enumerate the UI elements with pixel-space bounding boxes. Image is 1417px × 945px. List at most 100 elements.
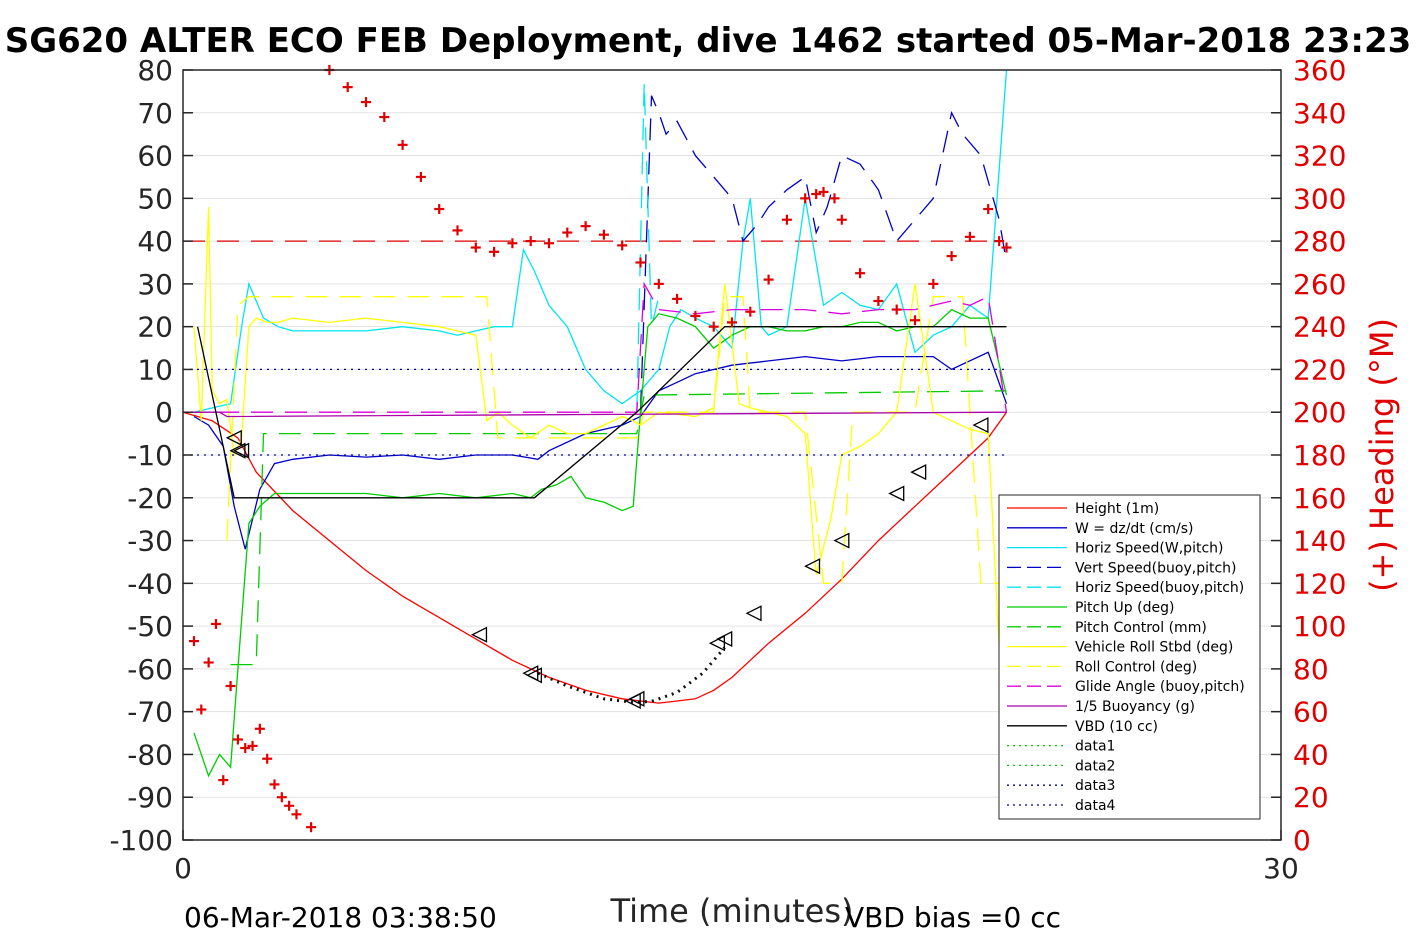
triangle-marker bbox=[972, 417, 989, 434]
triangle-marker bbox=[229, 442, 246, 459]
heading-point bbox=[544, 238, 554, 249]
heading-point bbox=[397, 139, 408, 150]
triangle-marker bbox=[888, 485, 905, 502]
legend-label: Pitch Control (mm) bbox=[1075, 620, 1207, 636]
left-tick-label: -100 bbox=[109, 824, 173, 857]
heading-point bbox=[291, 809, 302, 820]
right-tick-label: 100 bbox=[1293, 610, 1346, 643]
legend-label: Vert Speed(buoy,pitch) bbox=[1075, 560, 1237, 576]
heading-point bbox=[415, 171, 426, 182]
right-tick-label: 80 bbox=[1293, 653, 1329, 686]
heading-point bbox=[489, 246, 500, 257]
triangle-marker bbox=[910, 464, 927, 481]
series-line-11 bbox=[196, 326, 1007, 499]
legend-label: Horiz Speed(W,pitch) bbox=[1075, 541, 1223, 557]
heading-point bbox=[210, 618, 221, 629]
left-tick-label: 30 bbox=[137, 268, 173, 301]
heading-point bbox=[983, 204, 994, 215]
heading-point bbox=[598, 229, 609, 240]
chart-title: SG620 ALTER ECO FEB Deployment, dive 146… bbox=[5, 21, 1412, 61]
heading-point bbox=[225, 681, 236, 691]
left-tick-label: 70 bbox=[137, 97, 173, 130]
heading-point bbox=[188, 636, 199, 647]
series-line-10 bbox=[183, 411, 1007, 418]
left-tick-label: -20 bbox=[127, 482, 173, 515]
legend: Height (1m) W = dz/dt (cm/s) Horiz Speed(W… bbox=[998, 494, 1261, 820]
left-tick-label: 40 bbox=[137, 225, 173, 258]
heading-point bbox=[928, 278, 939, 289]
series-line-7 bbox=[193, 206, 1008, 648]
triangle-marker bbox=[745, 605, 762, 622]
right-tick-label: 120 bbox=[1293, 567, 1346, 600]
heading-point bbox=[727, 317, 737, 328]
left-tick-label: 0 bbox=[155, 396, 173, 429]
heading-point bbox=[781, 214, 792, 225]
left-tick-label: -10 bbox=[127, 439, 173, 472]
heading-point bbox=[1001, 242, 1012, 253]
x-axis: 0 30 bbox=[174, 830, 1299, 885]
heading-point bbox=[910, 315, 920, 326]
left-axis: 80 70 60 50 40 30 20 10 0 -10 -20 -30 -40 -50 -60 -70 -8… bbox=[109, 54, 193, 857]
heading-point bbox=[525, 236, 536, 247]
heading-point bbox=[690, 310, 701, 321]
heading-point bbox=[361, 97, 371, 108]
left-tick-label: 20 bbox=[137, 311, 173, 344]
heading-point bbox=[617, 240, 628, 251]
right-axis-label: (+) Heading (°M) bbox=[1363, 318, 1401, 592]
heading-point bbox=[891, 304, 902, 315]
series-line-4 bbox=[636, 82, 660, 413]
heading-point bbox=[873, 296, 884, 306]
left-tick-label: -40 bbox=[127, 567, 173, 600]
triangle-marker bbox=[471, 626, 488, 643]
left-tick-label: 50 bbox=[137, 182, 173, 215]
x-tick-label: 30 bbox=[1263, 852, 1299, 885]
legend-label: Vehicle Roll Stbd (deg) bbox=[1075, 640, 1233, 656]
triangle-marker bbox=[225, 429, 242, 446]
heading-point bbox=[653, 278, 664, 289]
triangle-markers bbox=[225, 417, 989, 710]
triangle-marker bbox=[804, 558, 821, 575]
heading-point bbox=[855, 268, 866, 279]
heading-point bbox=[276, 792, 287, 803]
heading-point bbox=[635, 257, 646, 268]
legend-label: Roll Control (deg) bbox=[1075, 659, 1197, 675]
heading-point bbox=[964, 231, 975, 242]
heading-point bbox=[946, 251, 957, 262]
heading-point bbox=[306, 822, 317, 833]
heading-point bbox=[269, 779, 280, 790]
heading-point bbox=[672, 293, 683, 304]
right-tick-label: 220 bbox=[1293, 353, 1346, 386]
legend-label: Glide Angle (buoy,pitch) bbox=[1075, 679, 1245, 695]
triangle-marker bbox=[716, 630, 733, 647]
heading-point bbox=[829, 193, 840, 204]
heading-point bbox=[379, 112, 390, 123]
right-tick-label: 280 bbox=[1293, 225, 1346, 258]
x-tick-label: 0 bbox=[174, 852, 192, 885]
triangle-marker bbox=[628, 690, 645, 707]
series-line-5 bbox=[193, 308, 1008, 778]
series-line-6 bbox=[230, 390, 1007, 666]
heading-point bbox=[470, 242, 481, 253]
heading-point bbox=[507, 238, 518, 249]
legend-label: data4 bbox=[1075, 798, 1116, 814]
heading-point bbox=[254, 723, 265, 734]
left-tick-label: 60 bbox=[137, 140, 173, 173]
footer-vbd-bias: VBD bias =0 cc bbox=[845, 901, 1061, 934]
right-tick-label: 360 bbox=[1293, 54, 1346, 87]
left-tick-label: -30 bbox=[127, 525, 173, 558]
right-tick-label: 20 bbox=[1293, 781, 1329, 814]
legend-label: 1/5 Buoyancy (g) bbox=[1075, 699, 1195, 715]
right-tick-label: 260 bbox=[1293, 268, 1346, 301]
heading-point bbox=[196, 704, 207, 715]
right-axis: 3603403203002802602402202001801601401201… bbox=[1271, 54, 1346, 857]
triangle-marker bbox=[525, 667, 543, 684]
x-axis-label: Time (minutes) bbox=[610, 892, 854, 930]
heading-point bbox=[232, 734, 243, 745]
series-line-2 bbox=[193, 69, 1008, 413]
right-tick-label: 320 bbox=[1293, 140, 1346, 173]
triangle-marker bbox=[833, 532, 850, 549]
footer-timestamp: 06-Mar-2018 03:38:50 bbox=[184, 901, 497, 934]
heading-point bbox=[247, 740, 258, 751]
heading-point bbox=[836, 214, 847, 225]
series-line-3 bbox=[639, 95, 1008, 413]
